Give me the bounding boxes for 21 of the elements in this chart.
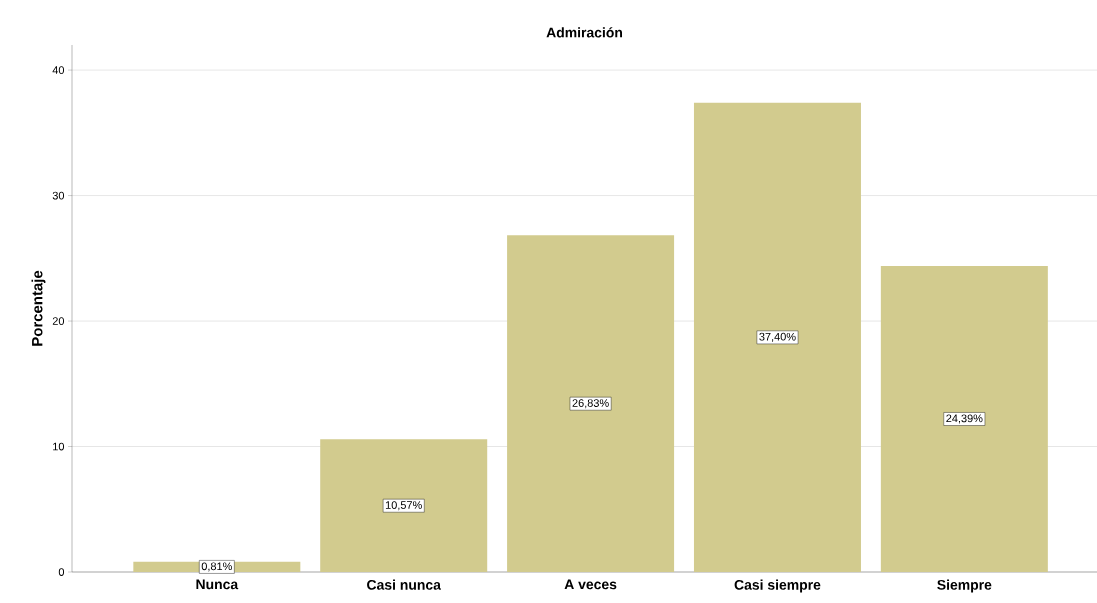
data-label: 0,81% (201, 562, 232, 572)
y-tick-label: 0 (58, 568, 65, 576)
data-label: 26,83% (572, 399, 609, 409)
data-label: 37,40% (759, 332, 796, 342)
x-tick-label: Casi siempre (734, 579, 821, 593)
y-tick-label: 20 (52, 317, 65, 325)
bar (693, 102, 861, 572)
y-tick-label: 10 (53, 442, 65, 451)
y-tick-label: 30 (52, 191, 65, 200)
bar (320, 439, 488, 572)
x-tick-label: A veces (564, 579, 617, 590)
x-tick-label: Nunca (196, 579, 239, 590)
x-tick-label: Casi nunca (367, 579, 441, 590)
chart-title: Admiración (546, 27, 623, 38)
y-tick-label: 40 (52, 66, 65, 74)
y-axis-title: Porcentaje (31, 270, 46, 346)
data-label: 10,57% (385, 501, 422, 511)
bar (507, 235, 675, 572)
x-tick-label: Siempre (937, 579, 992, 593)
data-label: 24,39% (946, 414, 983, 424)
bar (880, 265, 1048, 572)
